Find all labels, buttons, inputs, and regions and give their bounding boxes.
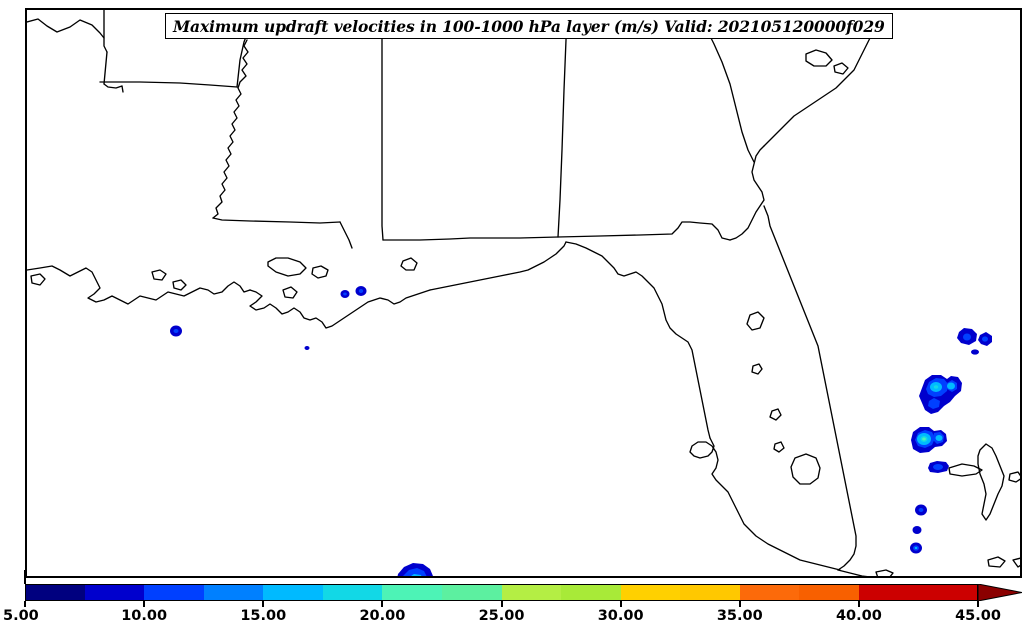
cell-atlantic-n3 [971,349,979,355]
colorbar-band-0 [25,584,85,601]
colorbar-tick-10.00 [143,601,146,607]
cell-gulf-west [170,325,182,337]
colorbar-tick-30.00 [619,601,622,607]
colorbar-tick-label-30.00: 30.00 [597,608,644,624]
coast-texas-louisiana [27,265,251,305]
lake-okeechobee [790,453,821,485]
colorbar-tick-20.00 [381,601,384,607]
colorbar-tick-label-35.00: 35.00 [716,608,763,624]
colorbar: 5.00 10.00 15.00 20.00 25.00 30.00 35.00 40.00 4… [0,570,1033,633]
geography-layer [27,10,1020,576]
cell-gulf-mid [304,346,310,350]
coast-georgia-florida-ne [729,145,765,241]
cell-atlantic-bank [928,461,949,473]
border-florida-georgia [557,221,731,241]
colorbar-tick-label-45.00: 45.00 [955,608,1001,624]
border-mississippi-west [212,39,249,219]
colorbar-band-13 [799,584,859,601]
cell-atlantic-main [919,375,962,414]
colorbar-tick-5.00 [24,601,26,607]
cell-atlantic-s1 [915,504,927,516]
cell-atlantic-core [911,427,947,453]
coast-florida-east [763,205,857,571]
colorbar-tick-label-10.00: 10.00 [121,608,168,624]
coast-mississippi-sound [429,241,567,291]
lake-small-1 [751,363,763,375]
colorbar-band-3 [203,584,264,601]
colorbar-band-6 [382,584,442,601]
cell-gulf-east-a [340,290,350,298]
colorbar-band-9 [561,584,621,601]
lake-small-3 [773,441,785,453]
colorbar-tick-label-20.00: 20.00 [359,608,406,624]
coast-florida-keys [837,569,868,576]
colorbar-over-arrow [978,584,1022,601]
colorbar-tick-25.00 [500,601,503,607]
coast-small-island-c [30,273,46,286]
keys-island-a [875,569,894,576]
island-sc-small [833,62,849,75]
border-arkansas-louisiana [103,83,124,93]
colorbar-tick-15.00 [262,601,265,607]
cell-gulf-east-b [355,286,367,296]
colorbar-band-12 [739,584,800,601]
colorbar-bands [25,584,978,601]
cell-south-gulf [397,563,433,576]
colorbar-tick-45.00 [977,601,979,607]
colorbar-band-10 [620,584,681,601]
coast-marsh-detail-4 [400,257,418,271]
coast-florida-west [689,437,841,571]
colorbar-band-11 [680,584,740,601]
colorbar-tick-label-40.00: 40.00 [835,608,882,624]
colorbar-tick-label-15.00: 15.00 [240,608,287,624]
border-alabama-florida [382,236,559,241]
border-ms-al-south [339,221,353,249]
colorbar-tick-label-25.00: 25.00 [478,608,525,624]
colorbar-tick-label-5.00: 5.00 [3,608,39,624]
island-bahamas-small-b [987,556,1006,568]
colorbar-band-8 [501,584,562,601]
border-arkansas-west [103,10,108,53]
border-al-ga-line [557,13,568,238]
colorbar-band-2 [144,584,204,601]
coast-small-island-a [151,269,167,281]
coast-small-island-b [172,279,187,291]
coast-louisiana-delta [249,289,431,329]
lake-north-florida [746,311,765,331]
island-bahamas-grand [948,463,983,477]
map-panel [25,8,1022,578]
cell-atlantic-s2 [912,526,922,534]
cell-atlantic-n2 [978,332,992,346]
colorbar-left-edge-tick [24,570,26,584]
coast-marsh-detail-1 [267,257,307,277]
cell-atlantic-s3 [910,542,922,554]
island-bahamas-small-c [1012,557,1020,568]
border-la-ar-line [103,51,108,85]
colorbar-band-5 [322,584,383,601]
colorbar-band-7 [441,584,502,601]
coast-georgia-sc [763,13,883,147]
colorbar-band-14 [858,584,978,601]
colorbar-tick-40.00 [857,601,860,607]
border-alabama-west [381,35,384,241]
border-louisiana-east [212,217,341,224]
cell-atlantic-n1 [957,328,977,345]
updraft-cells-layer [170,286,992,576]
colorbar-band-4 [263,584,323,601]
map-graphics [27,10,1020,576]
plot-title-box: Maximum updraft velocities in 100-1000 h… [165,13,893,39]
coast-marsh-detail-3 [282,286,298,299]
border-ar-ms-horizontal [99,81,238,88]
plot-title: Maximum updraft velocities in 100-1000 h… [173,16,885,36]
coast-marsh-detail-2 [311,265,329,279]
lake-small-2 [769,408,782,421]
border-texas-oklahoma [27,18,105,39]
colorbar-tick-35.00 [738,601,741,607]
island-bahamas-abaco [977,443,1005,521]
colorbar-band-1 [84,584,145,601]
island-charleston-area [805,49,833,67]
coast-florida-panhandle [565,241,711,439]
island-bahamas-small-a [1008,471,1020,483]
